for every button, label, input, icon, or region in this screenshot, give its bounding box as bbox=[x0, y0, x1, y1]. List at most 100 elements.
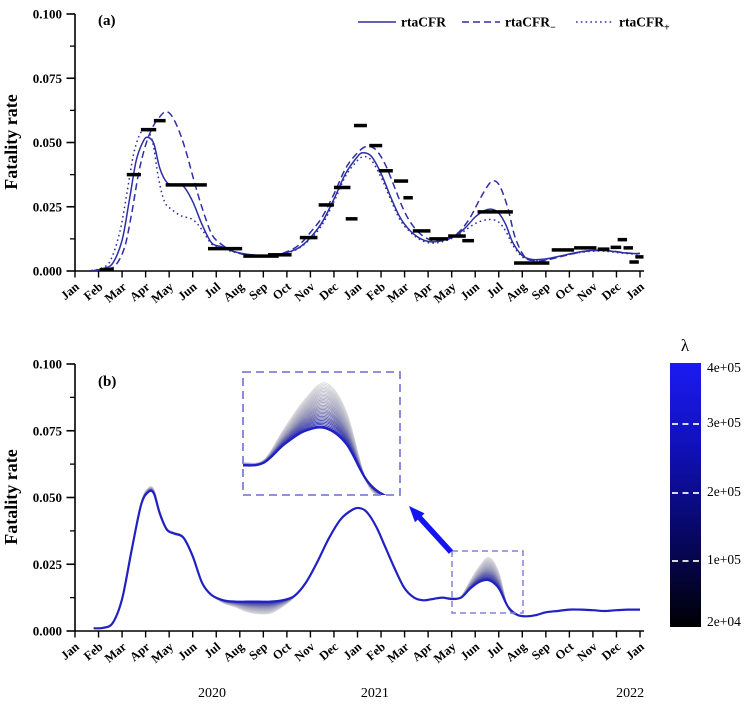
observed-cfr-bar bbox=[243, 254, 279, 258]
x-tick-label: Mar bbox=[384, 279, 411, 305]
observed-cfr-bar bbox=[369, 143, 383, 148]
series-solid-line bbox=[93, 136, 641, 272]
ensemble-curve bbox=[93, 488, 640, 629]
year-label: 2020 bbox=[198, 686, 226, 701]
ensemble-curve bbox=[93, 487, 640, 629]
panel-b-y-axis-title: Fatality rate bbox=[1, 449, 21, 544]
ensemble-curve bbox=[93, 488, 640, 629]
x-tick-label: Jan bbox=[623, 640, 647, 663]
ensemble-curve bbox=[93, 487, 640, 629]
ensemble-curve bbox=[93, 486, 640, 629]
x-tick-label: Apr bbox=[410, 279, 436, 304]
panel-b-label: (b) bbox=[98, 374, 116, 390]
zoom-arrow-shaft bbox=[415, 513, 454, 554]
x-tick-label: Apr bbox=[127, 279, 153, 304]
x-tick-label: Aug bbox=[221, 639, 248, 664]
observed-cfr-bar bbox=[623, 246, 633, 250]
x-tick-label: Jul bbox=[201, 639, 223, 661]
observed-cfr-bar bbox=[412, 229, 431, 233]
observed-cfr-bar bbox=[477, 210, 513, 214]
ensemble-curve bbox=[93, 487, 640, 629]
y-tick-label: 0.000 bbox=[33, 624, 62, 639]
observed-cfr-bar bbox=[574, 246, 597, 250]
x-tick-label: May bbox=[431, 279, 459, 306]
series-dashed-line bbox=[96, 110, 641, 272]
y-tick-label: 0.000 bbox=[33, 264, 62, 279]
colorbar-tick-dash bbox=[672, 492, 699, 495]
zoom-source-dashed-box bbox=[451, 550, 524, 614]
y-tick-label: 0.050 bbox=[33, 135, 62, 150]
observed-cfr-bar bbox=[140, 127, 157, 132]
x-tick-label: Feb bbox=[81, 640, 105, 664]
x-tick-label: Jun bbox=[175, 640, 199, 664]
observed-cfr-bar bbox=[378, 169, 393, 173]
x-tick-label: Jul bbox=[201, 279, 223, 301]
x-tick-label: Dec bbox=[599, 279, 624, 303]
x-tick-label: Mar bbox=[102, 279, 129, 305]
observed-cfr-bar bbox=[208, 246, 243, 251]
x-tick-label: Feb bbox=[81, 280, 105, 304]
y-tick-label: 0.075 bbox=[33, 423, 63, 438]
inset-dashed-box bbox=[242, 371, 401, 496]
zoom-arrow-head bbox=[409, 506, 425, 523]
ensemble-curve bbox=[93, 486, 640, 629]
observed-cfr-bar bbox=[462, 238, 475, 243]
observed-cfr-bar bbox=[99, 267, 114, 272]
observed-cfr-bar bbox=[353, 123, 367, 128]
ensemble-curve bbox=[93, 486, 640, 629]
observed-cfr-bar bbox=[126, 172, 141, 177]
legend-label: rtaCFR− bbox=[505, 15, 556, 34]
observed-cfr-bar bbox=[333, 185, 351, 190]
x-tick-label: Jan bbox=[341, 640, 365, 663]
ensemble-curve bbox=[93, 488, 640, 629]
legend-label: rtaCFR+ bbox=[619, 15, 670, 34]
colorbar-title: λ bbox=[680, 336, 690, 355]
x-tick-label: Jan bbox=[623, 280, 647, 303]
observed-cfr-bar bbox=[617, 237, 628, 242]
x-tick-label: Dec bbox=[316, 279, 341, 303]
x-tick-label: Sep bbox=[529, 280, 553, 303]
ensemble-curve bbox=[93, 488, 640, 629]
x-tick-label: Jun bbox=[458, 640, 482, 664]
x-tick-label: Sep bbox=[246, 280, 270, 303]
ensemble-curve bbox=[93, 488, 640, 629]
x-tick-label: Jun bbox=[175, 280, 199, 304]
ensemble-curve bbox=[93, 489, 640, 629]
x-tick-label: Oct bbox=[552, 639, 577, 663]
legend-label: rtaCFR bbox=[401, 15, 446, 30]
ensemble-curve bbox=[93, 488, 640, 629]
observed-cfr-bar bbox=[153, 118, 166, 123]
colorbar-tick-label: 1e+05 bbox=[707, 551, 741, 567]
observed-cfr-bar bbox=[318, 203, 334, 207]
x-tick-label: Mar bbox=[102, 639, 129, 665]
ensemble-curve bbox=[93, 488, 640, 629]
year-label: 2021 bbox=[361, 686, 389, 701]
observed-cfr-bar bbox=[165, 183, 207, 187]
colorbar-tick-dash bbox=[672, 559, 699, 562]
x-tick-label: Nov bbox=[574, 279, 600, 304]
ensemble-curve bbox=[93, 486, 640, 629]
observed-cfr-bar bbox=[514, 261, 550, 265]
x-tick-label: Sep bbox=[529, 640, 553, 663]
x-tick-label: Jul bbox=[484, 639, 506, 661]
colorbar-tick-label: 3e+05 bbox=[707, 414, 741, 430]
x-tick-label: Dec bbox=[316, 639, 341, 663]
ensemble-curve bbox=[93, 488, 640, 629]
colorbar-tick-label: 2e+05 bbox=[707, 484, 741, 500]
x-tick-label: Nov bbox=[292, 279, 318, 304]
ensemble-curve bbox=[93, 486, 640, 629]
ensemble-curve bbox=[93, 486, 640, 629]
x-tick-label: Oct bbox=[270, 639, 295, 663]
ensemble-curve bbox=[93, 487, 640, 629]
observed-cfr-bar bbox=[635, 255, 644, 259]
x-tick-label: Nov bbox=[574, 639, 600, 664]
x-tick-label: Oct bbox=[552, 279, 577, 303]
ensemble-curve bbox=[93, 487, 640, 629]
panel-a-label: (a) bbox=[98, 13, 116, 29]
x-tick-label: Feb bbox=[364, 280, 388, 304]
observed-cfr-bar bbox=[268, 253, 292, 257]
